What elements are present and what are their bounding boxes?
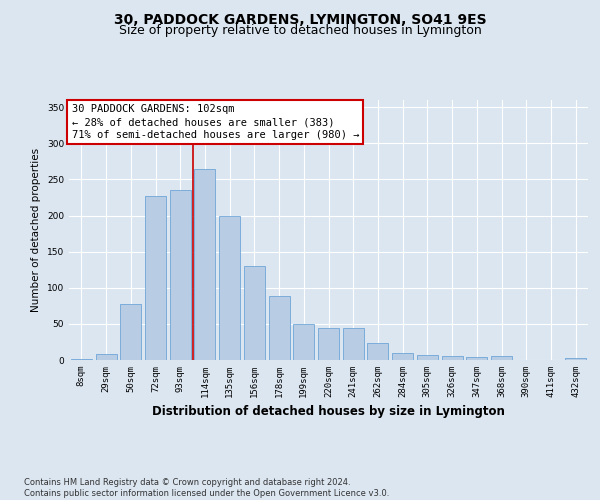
- Bar: [71, 358, 92, 360]
- X-axis label: Distribution of detached houses by size in Lymington: Distribution of detached houses by size …: [152, 406, 505, 418]
- Y-axis label: Number of detached properties: Number of detached properties: [31, 148, 41, 312]
- Text: Contains HM Land Registry data © Crown copyright and database right 2024.
Contai: Contains HM Land Registry data © Crown c…: [24, 478, 389, 498]
- Text: 30 PADDOCK GARDENS: 102sqm
← 28% of detached houses are smaller (383)
71% of sem: 30 PADDOCK GARDENS: 102sqm ← 28% of deta…: [71, 104, 359, 141]
- Bar: [343, 328, 364, 360]
- Bar: [565, 358, 586, 360]
- Bar: [466, 357, 487, 360]
- Text: Size of property relative to detached houses in Lymington: Size of property relative to detached ho…: [119, 24, 481, 37]
- Bar: [194, 168, 215, 360]
- Bar: [367, 342, 388, 360]
- Bar: [318, 328, 339, 360]
- Bar: [491, 356, 512, 360]
- Bar: [442, 356, 463, 360]
- Bar: [120, 304, 141, 360]
- Bar: [244, 266, 265, 360]
- Bar: [293, 324, 314, 360]
- Text: 30, PADDOCK GARDENS, LYMINGTON, SO41 9ES: 30, PADDOCK GARDENS, LYMINGTON, SO41 9ES: [113, 12, 487, 26]
- Bar: [170, 190, 191, 360]
- Bar: [219, 216, 240, 360]
- Bar: [269, 296, 290, 360]
- Bar: [95, 354, 116, 360]
- Bar: [145, 196, 166, 360]
- Bar: [417, 355, 438, 360]
- Bar: [392, 353, 413, 360]
